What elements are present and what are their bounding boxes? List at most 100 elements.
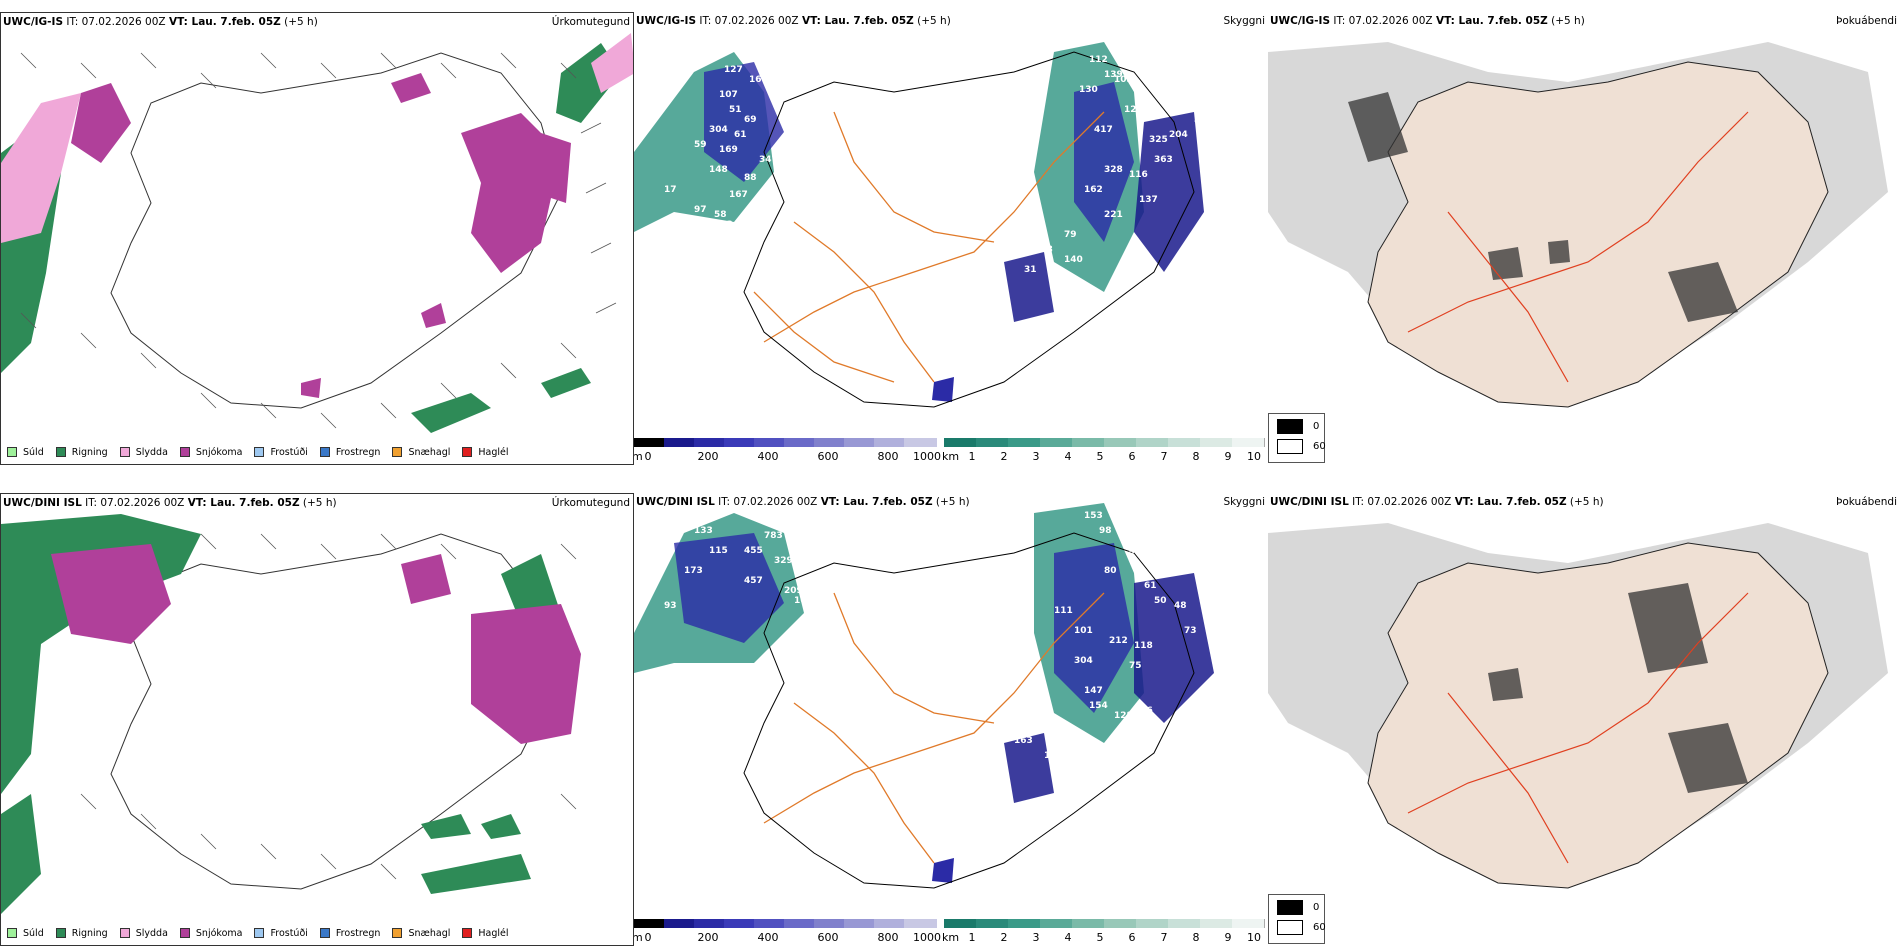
legend-item: Súld — [7, 928, 44, 939]
road-network — [753, 111, 1105, 383]
ceiling-value-label: 221 — [1104, 210, 1123, 220]
fog-panel-bottom: UWC/DINI ISL IT: 07.02.2026 00Z VT: Lau.… — [1268, 493, 1900, 946]
ceiling-value-label: 455 — [744, 546, 763, 556]
ceiling-value-label: 10 — [1054, 275, 1067, 285]
ceiling-value-label: 139 — [1104, 70, 1123, 80]
ceiling-value-label: 115 — [709, 546, 728, 556]
ceiling-value-label: 209 — [784, 586, 803, 596]
ceiling-value-label: 79 — [1064, 230, 1077, 240]
legend-item: Frostúði — [254, 928, 308, 939]
ceiling-value-label: 325 — [1149, 135, 1168, 145]
ceiling-value-label: 169 — [719, 145, 738, 155]
header-model-info: UWC/IG-IS IT: 07.02.2026 00Z VT: Lau. 7.… — [636, 15, 951, 27]
ceiling-value-label: 382 — [1194, 115, 1213, 125]
legend-swatch — [319, 928, 330, 938]
panel-title: Skyggni — [1223, 15, 1266, 27]
ceiling-value-label: 154 — [1089, 701, 1108, 711]
ceiling-value-label: 101 — [1074, 626, 1093, 636]
ceiling-value-label: 73 — [1184, 626, 1197, 636]
ceiling-value-label: 127 — [1114, 516, 1133, 526]
panel-title: Þokuábendi — [1836, 15, 1897, 27]
panel-title: Skyggni — [1223, 496, 1266, 508]
ceiling-value-label: 116 — [1129, 170, 1148, 180]
ceiling-value-label: 61 — [734, 130, 747, 140]
legend-item: Slydda — [119, 447, 168, 458]
fog-dark-patches — [1488, 583, 1748, 793]
ceiling-value-label: 48 — [1174, 601, 1187, 611]
legend-item: Snæhagl — [392, 447, 450, 458]
ceiling-value-label: 98 — [1099, 526, 1112, 536]
legend-item: Snæhagl — [392, 928, 450, 939]
road-network — [763, 592, 1105, 864]
precip-map-bottom[interactable] — [1, 494, 634, 924]
fog-panel-top: UWC/IG-IS IT: 07.02.2026 00Z VT: Lau. 7.… — [1268, 12, 1900, 465]
header-model-info: UWC/DINI ISL IT: 07.02.2026 00Z VT: Lau.… — [1270, 496, 1604, 508]
ceiling-value-label: 137 — [1139, 195, 1158, 205]
sleet-areas — [1, 33, 633, 243]
fog-map-top[interactable] — [1268, 12, 1900, 452]
ceiling-value-label: 105 — [1114, 75, 1133, 85]
legend-swatch — [254, 447, 265, 457]
ceiling-value-label: 112 — [1089, 55, 1108, 65]
legend-item: Frostregn — [319, 447, 380, 458]
precip-map-top[interactable] — [1, 13, 634, 443]
legend-item: Rigning — [55, 928, 108, 939]
fog-legend: 0 60 — [1268, 413, 1326, 463]
ceiling-value-label: 127 — [724, 65, 743, 75]
legend-item: Haglél — [462, 928, 509, 939]
roads-rivers — [1407, 111, 1749, 383]
ceiling-value-label: 118 — [1034, 245, 1053, 255]
iceland-coastline — [110, 533, 562, 890]
ceiling-value-label: 75 — [769, 85, 782, 95]
ceiling-colorbar: m 0 200 400 600 800 1000 — [634, 438, 941, 465]
ceiling-value-label: 417 — [1094, 125, 1113, 135]
legend-swatch — [119, 447, 130, 457]
iceland-coastline — [743, 51, 1195, 408]
header-model-info: UWC/DINI ISL IT: 07.02.2026 00Z VT: Lau.… — [3, 497, 337, 509]
ceiling-areas — [634, 503, 1214, 883]
ceiling-value-label: 140 — [1064, 255, 1083, 265]
legend-item: Frostregn — [319, 928, 380, 939]
legend-swatch — [7, 447, 17, 457]
ceiling-value-label: 126 — [1134, 706, 1153, 716]
snow-areas — [71, 73, 571, 398]
ceiling-value-label: 107 — [719, 90, 738, 100]
ceiling-value-label: 31 — [1024, 265, 1037, 275]
ceiling-value-label: 117 — [1074, 746, 1093, 756]
iceland-land — [1367, 542, 1829, 889]
ceiling-value-label: 69 — [744, 115, 757, 125]
fog-map-bottom[interactable] — [1268, 493, 1900, 933]
header-model-info: UWC/IG-IS IT: 07.02.2026 00Z VT: Lau. 7.… — [1270, 15, 1585, 27]
ceiling-value-label: 204 — [1169, 130, 1188, 140]
legend-swatch — [55, 447, 66, 457]
ceiling-value-label: 167 — [729, 190, 748, 200]
ceiling-value-label: 153 — [1084, 511, 1103, 521]
wind-barbs — [20, 52, 617, 429]
legend-swatch — [179, 928, 190, 938]
ceiling-value-label: 173 — [684, 566, 703, 576]
fog-dark-patches — [1348, 92, 1738, 322]
ceiling-value-label: 143 — [714, 220, 733, 230]
ceiling-value-label: 97 — [694, 205, 707, 215]
legend-swatch — [254, 928, 265, 938]
ceiling-value-label: 111 — [1054, 606, 1073, 616]
visibility-panel-bottom: 153 98 127 47 80 61 50 48 73 111 101 212 118 304 75 147… — [634, 493, 1268, 946]
legend-swatch — [319, 447, 330, 457]
panel-title: Þokuábendi — [1836, 496, 1897, 508]
ceiling-value-label: 130 — [1079, 85, 1098, 95]
ceiling-value-label: 363 — [1154, 155, 1173, 165]
visibility-panel-top: 185 59 127 167 107 75 51 69 304 61 59 169 347 148 88 17… — [634, 12, 1268, 465]
ceiling-value-label: 328 — [1104, 165, 1123, 175]
ceiling-value-label: 133 — [694, 526, 713, 536]
fog-legend: 0 60 — [1268, 894, 1326, 944]
ceiling-value-label: 130 — [1064, 766, 1083, 776]
ceiling-value-label: 128 — [1114, 711, 1133, 721]
header-model-info: UWC/DINI ISL IT: 07.02.2026 00Z VT: Lau.… — [636, 496, 970, 508]
ceiling-value-label: 162 — [1084, 185, 1103, 195]
ceiling-value-label: 118 — [1134, 641, 1153, 651]
ceiling-value-label: 58 — [714, 210, 727, 220]
